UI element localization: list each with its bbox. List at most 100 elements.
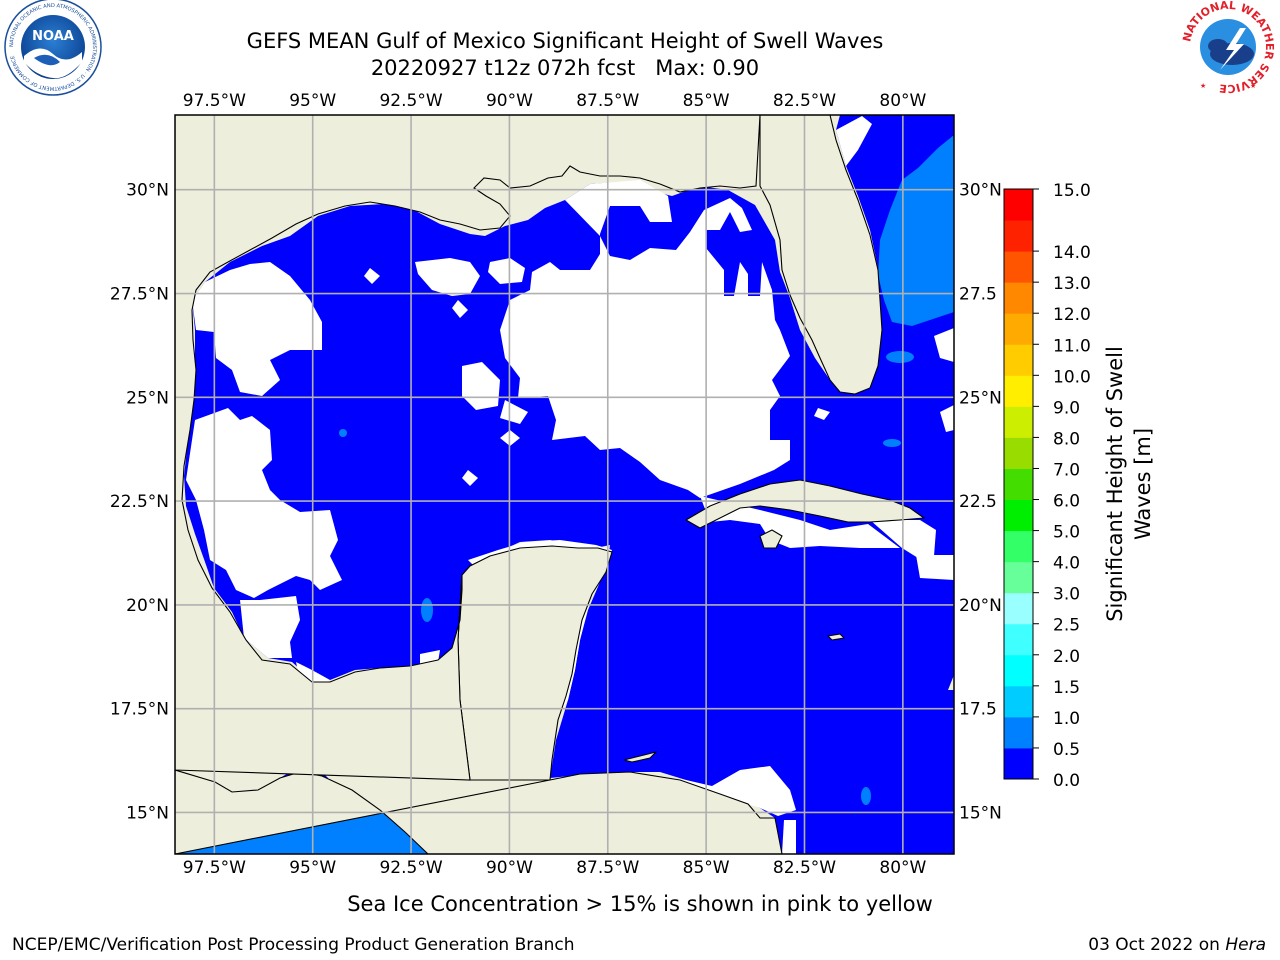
footer-date: 03 Oct 2022 on Hera [1088, 935, 1266, 955]
lat-tick-label: 20°N [959, 596, 1002, 616]
colorbar: 0.0 0.5 1.0 1.5 2.0 2.5 3.0 4.0 5.0 6.0 7.0 8.0 9.0 1… [1003, 181, 1155, 791]
map-panel: 97.5°W 95°W 92.5°W 90°W 87.5°W 85°W 82.5°W 80°W… [110, 91, 1002, 878]
lat-tick-label: 27.5 [959, 285, 997, 305]
lon-tick-label: 90°W [486, 858, 533, 878]
colorbar-label-line2: Waves [m] [1131, 428, 1155, 540]
isle-of-youth [759, 529, 783, 549]
lon-tick-label: 87.5°W [576, 858, 639, 878]
colorbar-tick-label: 1.0 [1053, 709, 1080, 729]
lon-tick-label: 87.5°W [576, 91, 639, 111]
atlantic-light-blue [878, 135, 954, 326]
colorbar-bin [1004, 375, 1033, 407]
footer-branch: NCEP/EMC/Verification Post Processing Pr… [12, 935, 575, 955]
lat-tick-label: 15°N [959, 803, 1002, 823]
noaa-logo: NATIONAL OCEANIC AND ATMOSPHERIC ADMINIS… [4, 0, 102, 96]
colorbar-bin [1004, 189, 1033, 221]
map-subtitle: 20220927 t12z 072h fcst Max: 0.90 [371, 56, 759, 80]
colorbar-tick-label: 9.0 [1053, 398, 1080, 418]
colorbar-bin [1004, 406, 1033, 438]
colorbar-bin [1004, 530, 1033, 563]
lon-tick-label: 95°W [289, 91, 336, 111]
colorbar-frame [1003, 188, 1034, 780]
colorbar-bin [1004, 220, 1033, 252]
colorbar-tick-label: 15.0 [1053, 181, 1091, 201]
colorbar-tick-label: 5.0 [1053, 523, 1080, 543]
colorbar-tick-label: 11.0 [1053, 336, 1091, 356]
colorbar-bin [1004, 623, 1033, 656]
colorbar-bin [1004, 561, 1033, 594]
sea-ice-note: Sea Ice Concentration > 15% is shown in … [347, 892, 933, 916]
graticule [175, 115, 954, 854]
lat-tick-label: 15°N [126, 803, 169, 823]
lat-tick-label: 25°N [959, 388, 1002, 408]
colorbar-bin [1004, 499, 1033, 532]
lon-tick-label: 85°W [683, 858, 730, 878]
colorbar-tick-label: 2.0 [1053, 647, 1080, 667]
colorbar-bin [1004, 468, 1033, 501]
longitude-labels-top: 97.5°W 95°W 92.5°W 90°W 87.5°W 85°W 82.5°W 80°W [183, 91, 927, 111]
footer-date-text: 03 Oct 2022 on [1088, 935, 1225, 955]
colorbar-bin [1004, 282, 1033, 314]
lon-tick-label: 80°W [879, 858, 926, 878]
colorbar-bin [1004, 344, 1033, 376]
lat-tick-label: 27.5°N [110, 285, 169, 305]
us-gulf-coast [175, 115, 761, 781]
colorbar-label-line1: Significant Height of Swell [1103, 346, 1127, 622]
colorbar-bin [1004, 313, 1033, 345]
colorbar-tick-label: 4.0 [1053, 554, 1080, 574]
light-blue-patch [883, 439, 901, 447]
colorbar-tick-label: 3.0 [1053, 585, 1080, 605]
svg-text:★: ★ [1250, 82, 1256, 90]
map-title: GEFS MEAN Gulf of Mexico Significant Hei… [247, 29, 884, 53]
jamaica [826, 633, 846, 641]
colorbar-tick-label: 10.0 [1053, 367, 1091, 387]
colorbar-tick-label: 12.0 [1053, 305, 1091, 325]
nws-logo: NATIONAL WEATHER SERVICE ★ ★ [1180, 0, 1276, 95]
lon-tick-label: 92.5°W [379, 858, 442, 878]
colorbar-bin [1004, 437, 1033, 469]
lon-tick-label: 92.5°W [379, 91, 442, 111]
longitude-labels-bottom: 97.5°W 95°W 92.5°W 90°W 87.5°W 85°W 82.5°W 80°W [183, 858, 927, 878]
lat-tick-label: 17.5°N [110, 700, 169, 720]
lat-tick-label: 30°N [126, 181, 169, 201]
lon-tick-label: 97.5°W [183, 858, 246, 878]
colorbar-bin [1004, 654, 1033, 687]
lat-tick-label: 20°N [126, 596, 169, 616]
lon-tick-label: 82.5°W [773, 91, 836, 111]
noaa-logo-text: NOAA [32, 29, 74, 44]
light-blue-patch [339, 429, 347, 437]
lat-tick-label: 30°N [959, 181, 1002, 201]
colorbar-bin [1004, 251, 1033, 283]
light-blue-patch [861, 787, 871, 805]
light-blue-patch [886, 351, 914, 363]
lat-tick-label: 17.5 [959, 700, 997, 720]
colorbar-bin [1004, 592, 1033, 625]
colorbar-tick-label: 7.0 [1053, 460, 1080, 480]
latitude-labels-left: 30°N 27.5°N 25°N 22.5°N 20°N 17.5°N 15°N [110, 181, 169, 824]
colorbar-bin [1004, 716, 1033, 749]
colorbar-tick-label: 13.0 [1053, 274, 1091, 294]
lat-tick-label: 25°N [126, 388, 169, 408]
lon-tick-label: 90°W [486, 91, 533, 111]
svg-text:★: ★ [1200, 82, 1206, 90]
colorbar-tick-label: 0.0 [1053, 771, 1080, 791]
colorbar-tick-label: 8.0 [1053, 429, 1080, 449]
colorbar-tick-label: 0.5 [1053, 740, 1080, 760]
colorbar-tick-label: 6.0 [1053, 492, 1080, 512]
light-blue-patch [421, 598, 433, 622]
lon-tick-label: 97.5°W [183, 91, 246, 111]
bay-islands [623, 751, 658, 763]
colorbar-tick-label: 14.0 [1053, 243, 1091, 263]
lat-tick-label: 22.5 [959, 492, 997, 512]
lon-tick-label: 82.5°W [773, 858, 836, 878]
map-frame [174, 114, 955, 855]
lon-tick-label: 85°W [683, 91, 730, 111]
florida [759, 115, 883, 395]
lon-tick-label: 95°W [289, 858, 336, 878]
footer-machine: Hera [1225, 935, 1266, 955]
colorbar-bin [1004, 747, 1033, 780]
colorbar-bin [1004, 685, 1033, 718]
colorbar-tick-label: 2.5 [1053, 616, 1080, 636]
lat-tick-label: 22.5°N [110, 492, 169, 512]
lon-tick-label: 80°W [879, 91, 926, 111]
